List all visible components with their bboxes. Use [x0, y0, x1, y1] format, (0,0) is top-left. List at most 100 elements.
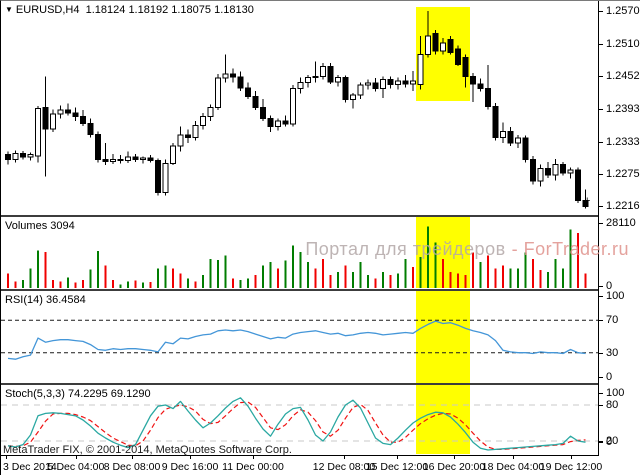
stochastic-canvas[interactable] — [1, 385, 598, 455]
candle-up — [215, 77, 221, 108]
candle-down — [372, 82, 379, 90]
watermark: Портал для трейдеров - ForTrader.ru — [305, 239, 629, 260]
candle-down — [522, 137, 529, 161]
candle-down — [455, 48, 461, 65]
volume-axis-label: 28110 — [599, 218, 636, 229]
candle-up — [417, 53, 424, 86]
candle-down — [432, 32, 439, 52]
candle-up — [192, 124, 199, 139]
volumes-canvas[interactable] — [1, 217, 598, 289]
stoch-axis-label: 20 — [599, 436, 618, 447]
candle-down — [155, 160, 161, 194]
candle-down — [327, 66, 334, 83]
last-price-marker: + — [584, 195, 590, 207]
volume-axis-label: 0 — [599, 281, 612, 292]
price-axis-label: 1.23335 — [599, 136, 640, 148]
axis-tick — [599, 442, 603, 443]
candle-up — [200, 116, 206, 126]
dropdown-arrow-icon[interactable]: ▼ — [5, 5, 13, 14]
candle-down — [72, 112, 79, 118]
candle-up — [27, 154, 34, 158]
time-axis-tick — [397, 456, 398, 459]
watermark-text-left: Портал для трейдеров — [305, 239, 506, 259]
candle-up — [537, 167, 544, 182]
price-axis-label: 1.25705 — [599, 6, 640, 17]
candle-up — [207, 106, 214, 118]
axis-tick — [599, 108, 603, 110]
rsi-label: RSI(14) 36.4584 — [5, 294, 86, 306]
time-axis-tick — [253, 456, 254, 459]
candle-down — [245, 87, 251, 97]
candle-down — [560, 164, 566, 174]
candle-up — [365, 82, 371, 86]
candle-up — [162, 162, 169, 194]
time-axis-tick — [344, 456, 345, 459]
candle-down — [575, 169, 581, 201]
axis-tick — [599, 11, 603, 13]
rsi-axis-label: 70 — [599, 315, 618, 326]
rsi-line — [7, 320, 586, 360]
axis-tick — [599, 405, 603, 406]
watermark-text-right: - ForTrader.ru — [511, 239, 629, 259]
axis-tick — [599, 377, 603, 378]
price-axis[interactable]: 1.25705 1.25105 1.24520 1.23935 1.23335 1.227… — [598, 1, 640, 456]
candle-down — [342, 77, 349, 101]
axis-tick — [599, 320, 603, 322]
highlight-band — [416, 385, 470, 454]
candle-down — [185, 134, 191, 139]
axis-tick — [599, 141, 603, 143]
symbol-label: EURUSD,H4 — [15, 4, 80, 16]
candle-down — [147, 157, 154, 162]
candle-down — [102, 159, 109, 162]
stochastic-panel: Stoch(5,3,3) 74.2295 69.1290 — [1, 385, 598, 456]
price-chart-canvas[interactable]: + — [1, 1, 598, 215]
time-axis-tick — [513, 456, 514, 459]
candle-up — [275, 120, 281, 128]
candle-up — [177, 134, 184, 147]
time-axis-tick — [571, 456, 572, 459]
axis-tick — [599, 223, 603, 224]
candle-down — [20, 153, 26, 158]
rsi-canvas[interactable] — [1, 291, 598, 383]
candle-down — [260, 106, 266, 119]
candle-up — [170, 145, 176, 164]
highlight-band — [416, 291, 470, 383]
candle-down — [447, 39, 454, 54]
candle-up — [380, 79, 386, 90]
time-axis-label: 3 Dec 2014 — [3, 461, 57, 473]
time-axis-tick — [190, 456, 191, 459]
candle-up — [125, 156, 131, 162]
price-panel: + ▼ EURUSD,H4 1.18124 1.18192 1.18075 1.1… — [1, 1, 598, 217]
rsi-axis-label: 100 — [599, 291, 624, 302]
volumes-label: Volumes 3094 — [5, 220, 75, 232]
stoch-signal-line — [7, 401, 586, 451]
price-axis-label: 1.23935 — [599, 103, 640, 115]
time-axis-tick — [132, 456, 133, 459]
time-axis-label: 18 Dec 04:00 — [481, 461, 545, 473]
copyright-text: MetaTrader FIX, © 2001-2014, MetaQuotes … — [3, 444, 292, 456]
candle-down — [492, 106, 499, 139]
stoch-axis-label: 80 — [599, 400, 618, 411]
price-axis-label: 1.22750 — [599, 168, 640, 180]
time-axis[interactable]: 3 Dec 2014 5 Dec 04:00 8 Dec 08:00 9 Dec 16… — [1, 456, 640, 475]
axis-tick — [599, 393, 603, 394]
candle-up — [357, 84, 364, 96]
time-axis-label: 11 Dec 00:00 — [222, 461, 284, 473]
candle-down — [282, 120, 289, 125]
candle-down — [545, 167, 551, 176]
rsi-axis-label: 0 — [599, 372, 612, 383]
time-axis-label: 9 Dec 16:00 — [161, 461, 219, 473]
candle-down — [237, 76, 244, 89]
axis-tick — [599, 352, 603, 354]
candle-down — [507, 131, 514, 144]
time-axis-label: 16 Dec 20:00 — [422, 461, 486, 473]
candle-up — [440, 42, 446, 52]
time-axis-label: 15 Dec 12:00 — [365, 461, 429, 473]
candle-down — [132, 156, 139, 161]
candle-down — [42, 106, 49, 130]
stoch-main-line — [7, 397, 586, 451]
ohlc-values: 1.18124 1.18192 1.18075 1.18130 — [85, 4, 254, 16]
candle-down — [402, 80, 409, 85]
candle-up — [50, 113, 56, 130]
chart-title: ▼ EURUSD,H4 1.18124 1.18192 1.18075 1.181… — [5, 4, 254, 16]
